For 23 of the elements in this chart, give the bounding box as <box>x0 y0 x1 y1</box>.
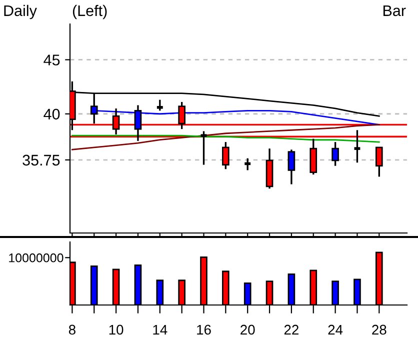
chart-title: Daily <box>4 4 37 20</box>
line-series <box>72 134 380 143</box>
candlestick <box>376 146 383 178</box>
x-tick-label: 20 <box>240 324 255 335</box>
x-tick-label: 16 <box>197 324 211 335</box>
candlestick <box>156 98 164 112</box>
x-tick-label: 8 <box>68 324 76 335</box>
text: Bar <box>383 5 406 16</box>
candlestick <box>243 157 252 172</box>
x-tick-label: 24 <box>328 324 343 335</box>
x-tick-label: 10 <box>109 324 124 335</box>
y-tick-label: 10000000 <box>9 253 64 262</box>
candlestick <box>288 148 296 186</box>
candlestick <box>222 141 230 170</box>
chart-subtitle: (Left) <box>72 4 107 20</box>
y-tick-label: 40 <box>44 108 60 120</box>
y-tick-label: 45 <box>44 54 60 66</box>
x-tick-label: 22 <box>284 324 298 335</box>
x-tick-label: 28 <box>372 324 386 335</box>
line-series <box>72 124 380 150</box>
x-tick-label: 14 <box>153 324 168 335</box>
y-tick-label: 35.75 <box>22 154 60 166</box>
candlestick <box>332 141 339 167</box>
